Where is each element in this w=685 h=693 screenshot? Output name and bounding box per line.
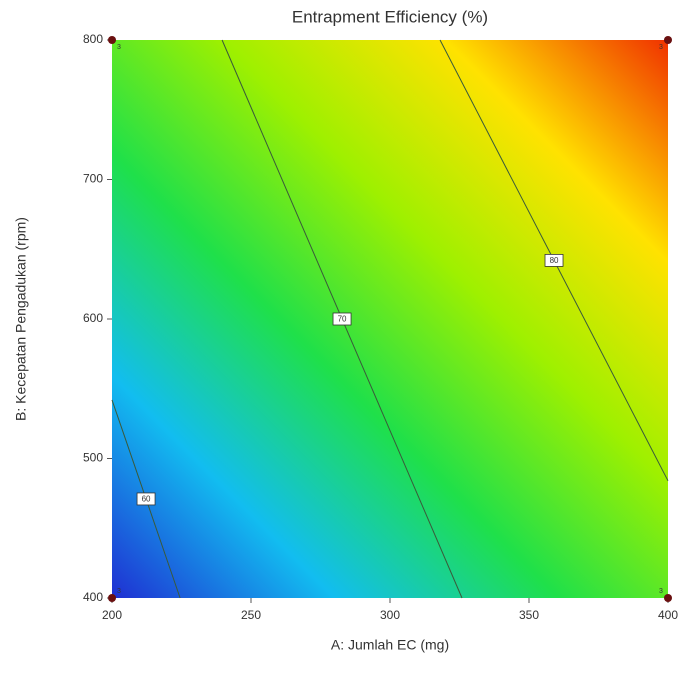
x-tick-label: 300 bbox=[380, 608, 400, 622]
y-tick-label: 700 bbox=[83, 172, 103, 186]
chart-title: Entrapment Efficiency (%) bbox=[292, 7, 488, 26]
design-point bbox=[108, 36, 116, 44]
x-tick-label: 200 bbox=[102, 608, 122, 622]
contour-label: 80 bbox=[550, 256, 559, 265]
x-tick-label: 400 bbox=[658, 608, 678, 622]
contour-label: 70 bbox=[338, 315, 347, 324]
replicate-label: 3 bbox=[659, 588, 663, 595]
y-axis-label: B: Kecepatan Pengadukan (rpm) bbox=[13, 217, 29, 421]
design-point bbox=[664, 594, 672, 602]
replicate-label: 3 bbox=[117, 588, 121, 595]
design-point bbox=[664, 36, 672, 44]
x-tick-label: 350 bbox=[519, 608, 539, 622]
contour-fill bbox=[112, 40, 668, 598]
y-tick-label: 600 bbox=[83, 311, 103, 325]
x-tick-label: 250 bbox=[241, 608, 261, 622]
contour-label-box bbox=[544, 254, 564, 267]
design-point bbox=[108, 594, 116, 602]
replicate-label: 3 bbox=[659, 44, 663, 51]
replicate-label: 3 bbox=[117, 44, 121, 51]
contour-label-box bbox=[332, 312, 352, 326]
contour-label: 60 bbox=[142, 495, 151, 504]
y-tick-label: 800 bbox=[83, 32, 103, 46]
y-tick-label: 400 bbox=[83, 590, 103, 604]
contour-label-box bbox=[136, 492, 156, 506]
y-tick-label: 500 bbox=[83, 451, 103, 465]
x-axis-label: A: Jumlah EC (mg) bbox=[331, 637, 449, 653]
